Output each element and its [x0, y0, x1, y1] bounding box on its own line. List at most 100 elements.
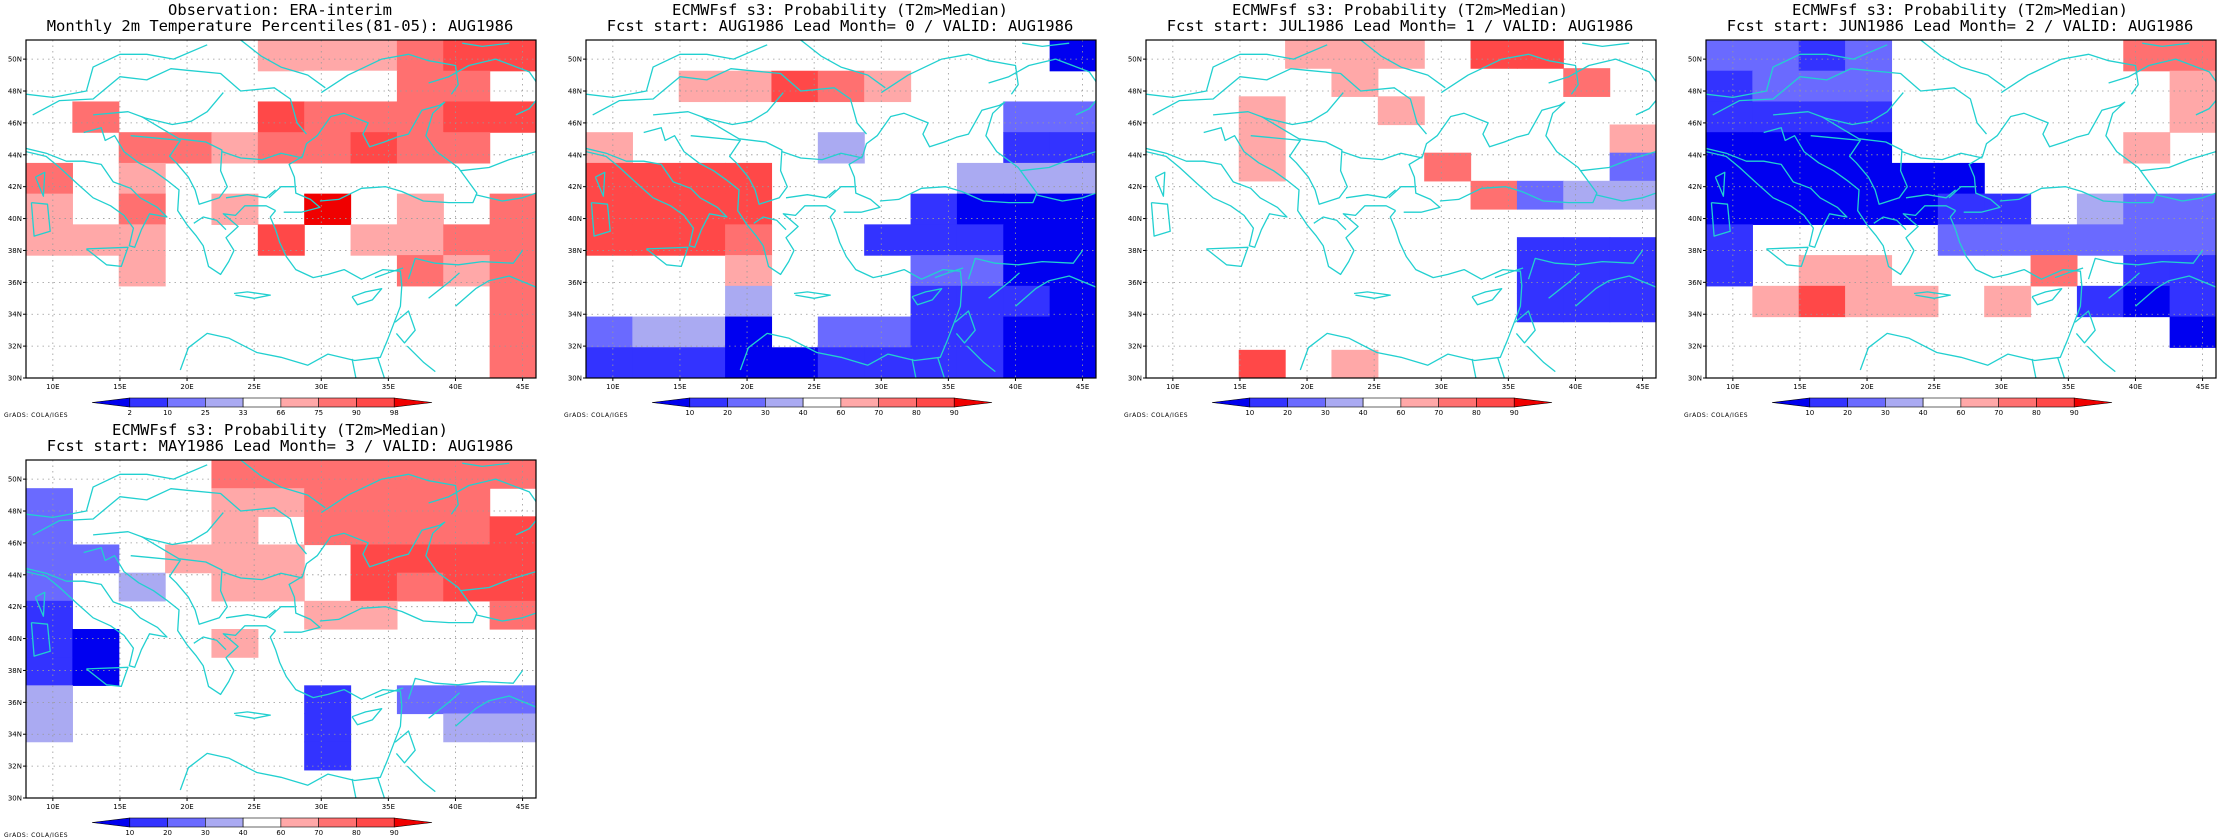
- grid-cell: [2076, 224, 2124, 256]
- grid-cell: [1937, 193, 1985, 225]
- lat-tick-label: 38N: [8, 667, 22, 675]
- coastline: [1810, 115, 1908, 205]
- colorbar-segment: [1400, 397, 1439, 408]
- grid-cell: [304, 741, 352, 771]
- grid-cell: [725, 70, 773, 103]
- coastline: [1526, 345, 1556, 373]
- grid-cell: [26, 516, 73, 546]
- colorbar-label: 40: [239, 829, 248, 837]
- coastline: [1388, 186, 1415, 199]
- grid-cell: [1563, 180, 1611, 210]
- grid-cell: [725, 255, 773, 287]
- grid-cell: [910, 347, 958, 378]
- grid-cell: [956, 285, 1004, 318]
- lat-tick-label: 40N: [568, 215, 582, 223]
- coastline: [1345, 189, 1397, 199]
- coastline: [460, 570, 536, 592]
- colorbar-segment: [1249, 397, 1288, 408]
- grid-cell: [2169, 193, 2216, 225]
- lat-tick-label: 30N: [1128, 375, 1142, 383]
- coastline: [1471, 358, 1477, 378]
- lon-tick-label: 20E: [1300, 383, 1313, 391]
- colorbar: 10 20 30 40 60 70 80 90: [1771, 397, 2113, 417]
- lat-tick-label: 30N: [1688, 375, 1702, 383]
- grid-cell: [1752, 101, 1800, 133]
- coastline: [428, 58, 536, 84]
- grid-cell: [396, 544, 444, 574]
- grid-cell: [1003, 316, 1051, 348]
- coastlines: [26, 40, 536, 378]
- lat-tick-label: 30N: [8, 375, 22, 383]
- colorbar-label: 80: [352, 829, 361, 837]
- coastline: [2087, 250, 2204, 280]
- grid-cell: [1238, 349, 1286, 378]
- coastline: [988, 272, 1020, 299]
- grid-cell: [586, 132, 633, 164]
- panel-title: ECMWFsf s3: Probability (T2m>Median): [1232, 1, 1568, 19]
- coastline: [645, 246, 689, 268]
- coastline: [268, 606, 295, 619]
- colorbar-label: 70: [874, 409, 883, 417]
- grid-cell: [443, 572, 491, 602]
- grid-cell: [632, 316, 680, 348]
- lon-tick-label: 20E: [180, 803, 193, 811]
- lon-tick-label: 40E: [1569, 383, 1582, 391]
- coastline: [515, 100, 536, 116]
- grid-cell: [211, 488, 259, 517]
- grid-cell: [1470, 180, 1518, 210]
- coastline: [653, 92, 784, 126]
- colorbar-segment: [1325, 397, 1364, 408]
- grid-cell: [910, 285, 958, 318]
- lon-tick-label: 20E: [180, 383, 193, 391]
- grid-cell: [1003, 101, 1051, 133]
- coastline: [1920, 40, 2006, 89]
- lon-tick-label: 10E: [1726, 383, 1739, 391]
- coastline: [193, 636, 227, 651]
- colorbar-label: 90: [950, 409, 959, 417]
- coastline: [130, 115, 228, 205]
- grid-cell: [1049, 316, 1096, 348]
- colorbar-label: 90: [1510, 409, 1519, 417]
- colorbar-segment: [1362, 397, 1402, 408]
- grid-cell: [956, 255, 1004, 287]
- lat-tick-label: 40N: [1128, 215, 1142, 223]
- coastline: [643, 127, 836, 276]
- grid-cell: [1003, 347, 1051, 378]
- coastline: [1635, 100, 1656, 116]
- coastline: [240, 460, 326, 509]
- map-svg: 30N 32N 34N 36N 38N 40N 42N 44N 46N 48N 50N 10E 15E 2…: [8, 459, 537, 837]
- coastline: [93, 92, 224, 126]
- coastline: [407, 670, 524, 700]
- grid-cell: [1891, 285, 1939, 318]
- lat-tick-label: 32N: [1688, 343, 1702, 351]
- lat-tick-label: 44N: [1128, 151, 1142, 159]
- coastline: [1710, 201, 1731, 237]
- coastline: [2140, 150, 2216, 172]
- coastline: [462, 462, 510, 468]
- lon-tick-label: 25E: [247, 383, 260, 391]
- lat-tick-label: 50N: [1688, 56, 1702, 64]
- grid-cell: [2123, 132, 2171, 164]
- coastline: [1575, 275, 1656, 307]
- colorbar-label: 60: [836, 409, 845, 417]
- grid-cell: [257, 224, 305, 256]
- lon-tick-label: 25E: [1367, 383, 1380, 391]
- coastline: [179, 210, 403, 371]
- lat-tick-label: 34N: [568, 311, 582, 319]
- coastline: [592, 68, 867, 135]
- coastline: [1152, 68, 1427, 135]
- lat-tick-label: 38N: [1128, 247, 1142, 255]
- grid-cell: [1003, 224, 1051, 256]
- colorbar-segment: [1287, 397, 1326, 408]
- coastline: [455, 695, 536, 727]
- coastline: [911, 358, 917, 378]
- coastline: [376, 777, 386, 798]
- lon-tick-label: 30E: [875, 383, 888, 391]
- lat-tick-label: 42N: [1128, 183, 1142, 191]
- grid-cell: [2169, 224, 2216, 256]
- lon-tick-label: 40E: [449, 803, 462, 811]
- colorbar-segment: [1885, 397, 1924, 408]
- grid-cell: [304, 70, 352, 103]
- grid-cell: [118, 255, 166, 287]
- grid-cell: [1609, 265, 1656, 295]
